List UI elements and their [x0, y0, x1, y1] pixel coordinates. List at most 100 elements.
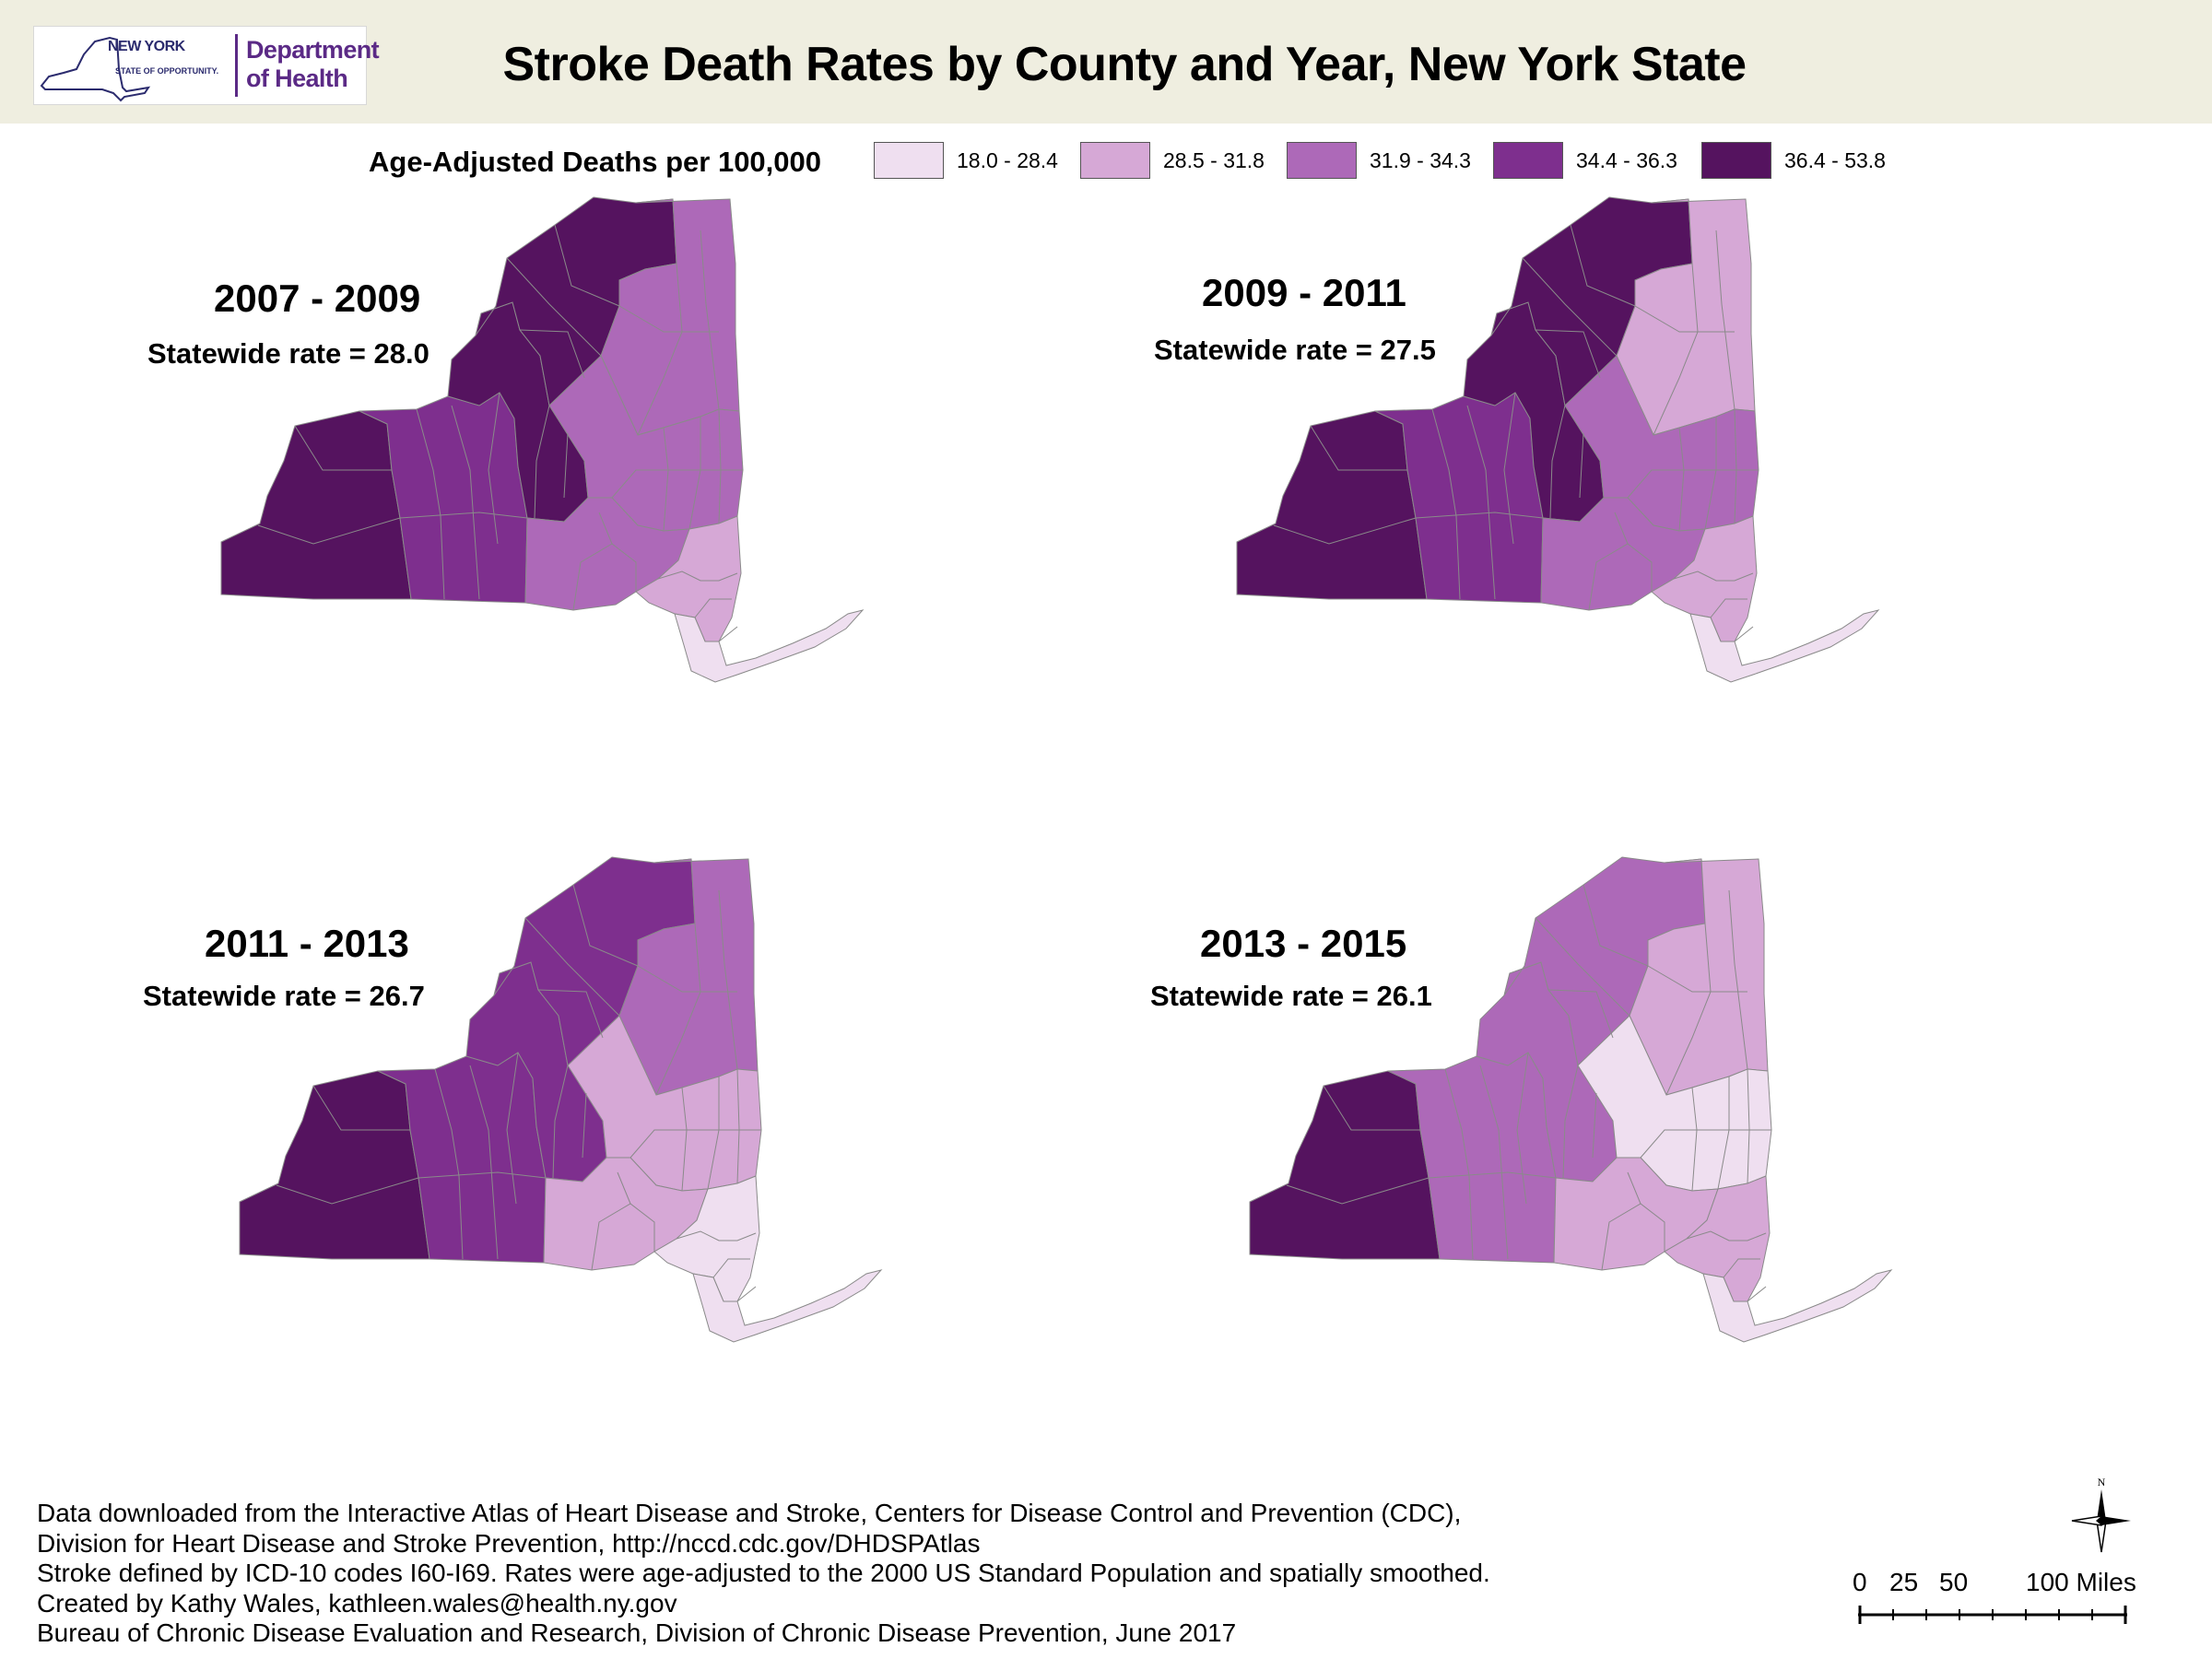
county-boundary: [1549, 405, 1566, 519]
county-boundary: [399, 512, 528, 519]
county-boundary: [1428, 1171, 1557, 1179]
county-boundary: [1583, 884, 1649, 967]
county-boundary: [1503, 392, 1516, 545]
logo-department-line2: of Health: [246, 65, 348, 92]
scale-label: 50: [1939, 1568, 1969, 1596]
county-boundary: [582, 1092, 587, 1159]
legend-label: 36.4 - 53.8: [1784, 148, 1886, 172]
county-boundary: [534, 405, 550, 519]
county-boundary: [655, 923, 701, 1096]
legend-label: 31.9 - 34.3: [1370, 148, 1471, 172]
county-boundary: [563, 432, 569, 499]
map-years-label: 2013 - 2015: [1200, 922, 1407, 965]
county-boundary: [1686, 1230, 1767, 1241]
region-long-island-nyc: [1689, 609, 1880, 683]
county-map-svg: [220, 196, 865, 683]
county-boundary: [554, 224, 620, 307]
scale-label: 0: [1853, 1568, 1867, 1596]
compass-rose-icon: N: [2071, 1476, 2131, 1553]
legend-swatch: [1287, 142, 1357, 179]
county-boundary: [718, 626, 738, 642]
county-boundary: [416, 408, 445, 600]
county-boundary: [451, 405, 480, 600]
county-map-panel: [221, 853, 885, 1480]
county-boundary: [1547, 989, 1614, 1039]
footnote-line: Data downloaded from the Interactive Atl…: [37, 1499, 1462, 1527]
county-boundary: [519, 329, 585, 379]
region-long-island-nyc: [674, 609, 865, 683]
county-boundary: [1466, 405, 1496, 600]
page-title: Stroke Death Rates by County and Year, N…: [502, 38, 1747, 91]
county-boundary: [1673, 571, 1754, 582]
county-boundary: [1614, 512, 1629, 545]
county-boundary: [537, 989, 604, 1039]
county-boundary: [1715, 229, 1735, 410]
county-boundary: [617, 1171, 631, 1205]
county-map-svg: [1249, 856, 1893, 1343]
county-boundary: [276, 1177, 419, 1205]
county-boundary: [1734, 626, 1754, 642]
legend-label: 18.0 - 28.4: [957, 148, 1058, 172]
county-boundary: [718, 889, 738, 1070]
region-west: [220, 410, 412, 600]
region-long-island-nyc: [692, 1269, 883, 1343]
county-boundary: [637, 965, 737, 993]
county-boundaries: [257, 224, 743, 642]
logo-department-line1: Department: [246, 36, 380, 64]
county-boundary: [657, 571, 738, 582]
region-west: [1236, 410, 1428, 600]
scale-label: 100 Miles: [2026, 1568, 2136, 1596]
county-boundary: [1431, 408, 1461, 600]
county-boundary: [506, 257, 602, 357]
county-boundaries: [1273, 224, 1759, 642]
county-map-panel: [203, 194, 866, 820]
county-boundary: [681, 1087, 688, 1192]
statewide-rate-label: Statewide rate = 27.5: [1154, 334, 1436, 366]
county-boundary: [1579, 432, 1584, 499]
county-boundary: [1516, 1052, 1529, 1205]
county-boundary: [1665, 923, 1712, 1096]
county-boundary: [1444, 1068, 1474, 1260]
county-boundary: [1747, 1286, 1767, 1302]
county-boundary: [552, 1065, 569, 1179]
county-map-svg: [1236, 196, 1880, 683]
county-boundary: [707, 1077, 720, 1190]
county-boundary: [736, 1068, 740, 1184]
legend-swatch: [874, 142, 944, 179]
county-boundary: [1570, 224, 1636, 307]
county-boundary: [312, 1085, 410, 1131]
logo-divider: [235, 34, 238, 97]
county-boundary: [736, 1286, 757, 1302]
county-boundary: [663, 427, 669, 532]
source-footnotes: Data downloaded from the Interactive Atl…: [37, 1499, 1696, 1649]
logo-department-name: Department of Health: [246, 36, 380, 93]
county-boundary: [469, 1065, 499, 1260]
county-boundary: [1535, 329, 1601, 379]
statewide-rate-label: Statewide rate = 26.1: [1150, 980, 1432, 1012]
county-boundary: [1704, 417, 1717, 530]
footnote-line: Division for Heart Disease and Stroke Pr…: [37, 1528, 981, 1558]
county-boundary: [1728, 889, 1748, 1070]
county-boundary: [1627, 1171, 1641, 1205]
logo-state-name: NEW YORK: [108, 39, 185, 54]
new-york-state-outline-icon: [40, 36, 151, 102]
county-boundary: [1647, 965, 1747, 993]
county-boundary: [1653, 263, 1699, 436]
legend-swatch: [1493, 142, 1563, 179]
county-boundary: [694, 598, 732, 618]
county-boundary: [676, 1230, 757, 1241]
county-boundary: [1562, 1065, 1579, 1179]
county-boundary: [1286, 1177, 1430, 1205]
header-band: NEW YORK STATE OF OPPORTUNITY. Departmen…: [0, 0, 2212, 124]
county-boundary: [1723, 1258, 1760, 1278]
county-boundary: [1592, 1092, 1597, 1159]
county-boundary: [506, 1052, 519, 1205]
county-boundary: [712, 1258, 750, 1278]
region-west: [1249, 1070, 1441, 1260]
scale-label: 25: [1889, 1568, 1919, 1596]
county-boundary: [1734, 408, 1737, 524]
statewide-rate-label: Statewide rate = 28.0: [147, 337, 429, 370]
county-boundary: [418, 1171, 547, 1179]
logo-state-tagline: STATE OF OPPORTUNITY.: [115, 66, 219, 76]
county-boundary: [1522, 257, 1618, 357]
